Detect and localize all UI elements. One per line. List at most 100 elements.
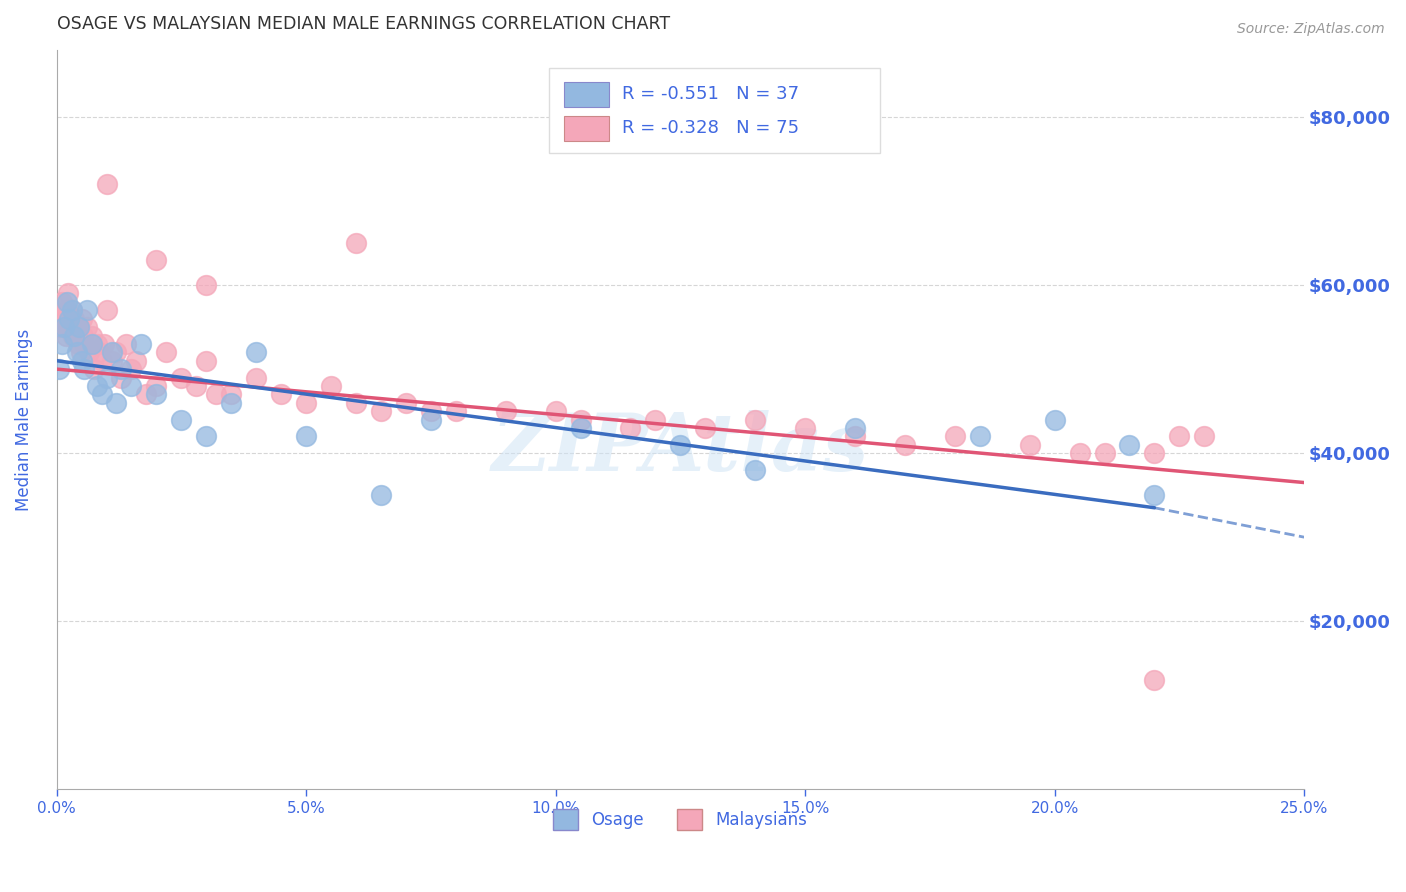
Point [110, 370, 132, 384]
Point [90, 387, 112, 401]
Point [48, 320, 70, 334]
Point [419, 404, 441, 418]
Point [195, 278, 218, 293]
Point [344, 395, 367, 409]
Point [894, 438, 917, 452]
Point [1168, 429, 1191, 443]
Point [1043, 412, 1066, 426]
Point [219, 387, 242, 401]
Point [63, 328, 86, 343]
Point [195, 353, 218, 368]
Point [73, 362, 96, 376]
Point [72, 328, 94, 343]
Point [170, 412, 193, 426]
Point [295, 429, 318, 443]
Point [1118, 438, 1140, 452]
Point [1094, 446, 1116, 460]
Point [844, 429, 866, 443]
Point [495, 404, 517, 418]
Point [115, 337, 138, 351]
Point [55, 294, 77, 309]
Point [135, 387, 157, 401]
Point [65, 320, 87, 334]
Point [70, 353, 93, 368]
Point [145, 387, 167, 401]
Point [83, 362, 105, 376]
Point [1194, 429, 1216, 443]
Point [65, 345, 87, 359]
Point [669, 438, 692, 452]
Point [1143, 446, 1166, 460]
Point [49, 303, 72, 318]
Point [56, 286, 79, 301]
Point [67, 320, 90, 334]
Point [319, 379, 342, 393]
Point [55, 328, 77, 343]
Point [145, 252, 167, 267]
Point [80, 337, 103, 351]
Point [53, 320, 76, 334]
Point [77, 345, 100, 359]
Point [145, 379, 167, 393]
Point [744, 463, 766, 477]
Point [370, 488, 392, 502]
Text: R = -0.551   N = 37: R = -0.551 N = 37 [621, 86, 799, 103]
Point [52, 311, 75, 326]
Point [245, 370, 267, 384]
Point [205, 387, 228, 401]
Point [53, 320, 76, 334]
Point [1143, 673, 1166, 687]
Point [270, 387, 292, 401]
Point [395, 395, 418, 409]
Point [70, 311, 93, 326]
Point [105, 395, 128, 409]
Point [59, 320, 82, 334]
Point [186, 379, 208, 393]
Point [60, 303, 83, 318]
Point [67, 320, 90, 334]
Point [66, 337, 89, 351]
Bar [564, 116, 609, 141]
Point [419, 412, 441, 426]
Point [96, 370, 118, 384]
Point [100, 345, 122, 359]
Point [844, 421, 866, 435]
Bar [564, 82, 609, 107]
Point [295, 395, 318, 409]
Point [695, 421, 717, 435]
Point [110, 362, 132, 376]
Point [644, 412, 666, 426]
Point [444, 404, 467, 418]
Text: ZIPAtlas: ZIPAtlas [492, 410, 869, 488]
Point [569, 412, 592, 426]
Point [744, 412, 766, 426]
Point [943, 429, 966, 443]
Point [969, 429, 991, 443]
Point [90, 353, 112, 368]
Point [105, 345, 128, 359]
Point [344, 236, 367, 251]
Point [48, 362, 70, 376]
Point [100, 353, 122, 368]
Point [569, 421, 592, 435]
Point [1143, 488, 1166, 502]
Point [121, 362, 143, 376]
Point [131, 337, 153, 351]
Point [155, 345, 177, 359]
Point [245, 345, 267, 359]
Point [80, 328, 103, 343]
Point [1018, 438, 1040, 452]
Point [51, 294, 73, 309]
Point [86, 379, 108, 393]
Point [93, 337, 115, 351]
Legend: Osage, Malaysians: Osage, Malaysians [547, 803, 814, 837]
Point [86, 337, 108, 351]
Point [73, 337, 96, 351]
Point [76, 303, 98, 318]
Point [76, 320, 98, 334]
Point [69, 345, 91, 359]
Point [58, 311, 80, 326]
Point [125, 353, 148, 368]
Point [544, 404, 567, 418]
Text: R = -0.328   N = 75: R = -0.328 N = 75 [621, 120, 799, 137]
